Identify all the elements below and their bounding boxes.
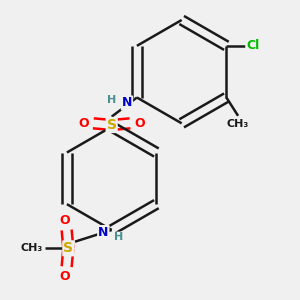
Text: O: O (134, 117, 145, 130)
Text: S: S (107, 118, 117, 132)
Text: N: N (98, 226, 109, 239)
Text: H: H (107, 94, 116, 105)
Text: CH₃: CH₃ (227, 119, 249, 129)
Text: N: N (122, 96, 132, 110)
Text: O: O (79, 117, 89, 130)
Text: Cl: Cl (247, 39, 260, 52)
Text: O: O (60, 270, 70, 283)
Text: CH₃: CH₃ (20, 243, 43, 253)
Text: O: O (60, 214, 70, 226)
Text: S: S (63, 241, 73, 255)
Text: H: H (114, 232, 123, 242)
